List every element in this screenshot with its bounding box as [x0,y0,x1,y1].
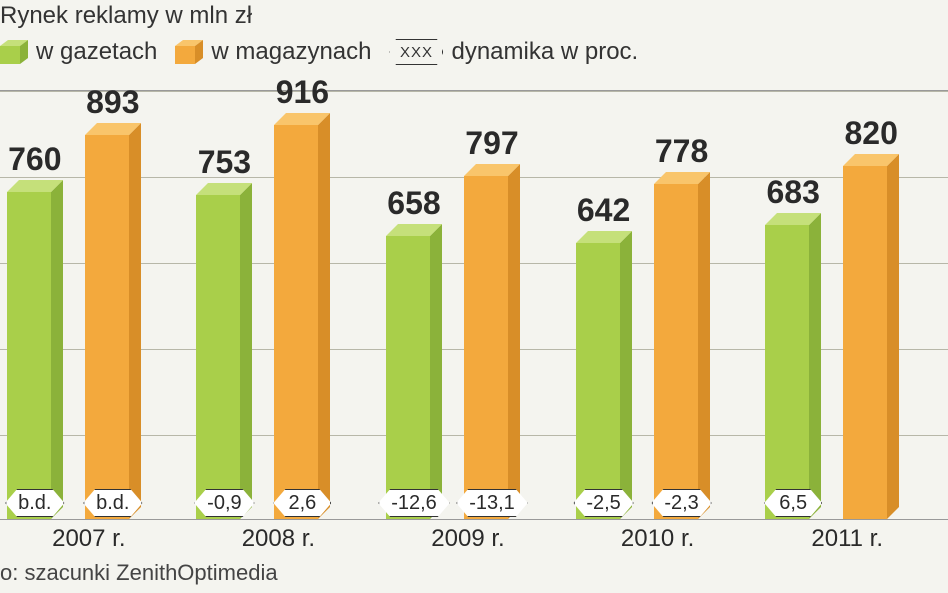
year-label: 2011 r. [811,525,883,553]
bar-value-label: 658 [374,185,454,222]
year-axis: 2007 r. 2008 r. 2009 r. 2010 r. 2011 r. [0,525,948,555]
bar-gazety [386,236,442,519]
bar-value-label: 760 [0,141,75,178]
chart-title: Rynek reklamy w mln zł [0,2,252,30]
bar-gazety [765,225,821,519]
dynamics-label: -2,5 [573,489,633,517]
chart-group: 6836,5820 [758,91,948,519]
chart-group: 753-0,99162,6 [190,91,380,519]
chart-area: 760b.d.893b.d.753-0,99162,6658-12,6797-1… [0,90,948,520]
dynamics-label: 6,5 [764,489,822,517]
chart-group: 658-12,6797-13,1 [379,91,569,519]
legend-item-dynamics: XXX dynamika w proc. [389,38,638,66]
bar-value-label: 893 [73,84,153,121]
bar-magazyny [654,184,710,519]
chart-group: 642-2,5778-2,3 [569,91,759,519]
year-label: 2010 r. [621,525,694,553]
dynamics-label: -12,6 [378,489,450,517]
dynamics-label: -0,9 [194,489,254,517]
bar-magazyny [85,135,141,519]
bar-value-label: 916 [262,74,342,111]
legend: w gazetach w magazynach XXX dynamika w p… [0,38,638,66]
swatch-series2 [175,40,203,64]
year-label: 2008 r. [242,525,315,553]
swatch-series1 [0,40,28,64]
bar-gazety [7,192,63,519]
legend-label-dynamics: dynamika w proc. [451,38,638,66]
hex-swatch-icon: XXX [389,39,443,65]
dynamics-label: b.d. [83,489,142,517]
legend-item-series2: w magazynach [175,38,371,66]
bar-value-label: 683 [753,174,833,211]
chart-group: 760b.d.893b.d. [0,91,190,519]
bar-magazyny [274,125,330,519]
bar-gazety [196,195,252,519]
legend-label-series2: w magazynach [211,38,371,66]
year-label: 2009 r. [431,525,504,553]
bar-magazyny [843,166,899,519]
dynamics-label: b.d. [5,489,64,517]
bar-value-label: 753 [184,144,264,181]
bar-value-label: 642 [564,192,644,229]
bar-gazety [576,243,632,519]
legend-label-series1: w gazetach [36,38,157,66]
source-text: o: szacunki ZenithOptimedia [0,560,278,586]
bar-value-label: 820 [831,115,911,152]
legend-item-series1: w gazetach [0,38,157,66]
dynamics-label: 2,6 [273,489,331,517]
bar-magazyny [464,176,520,519]
dynamics-label: -13,1 [456,489,528,517]
chart-groups: 760b.d.893b.d.753-0,99162,6658-12,6797-1… [0,91,948,519]
bar-value-label: 778 [642,133,722,170]
year-label: 2007 r. [52,525,125,553]
bar-value-label: 797 [452,125,532,162]
dynamics-label: -2,3 [651,489,711,517]
